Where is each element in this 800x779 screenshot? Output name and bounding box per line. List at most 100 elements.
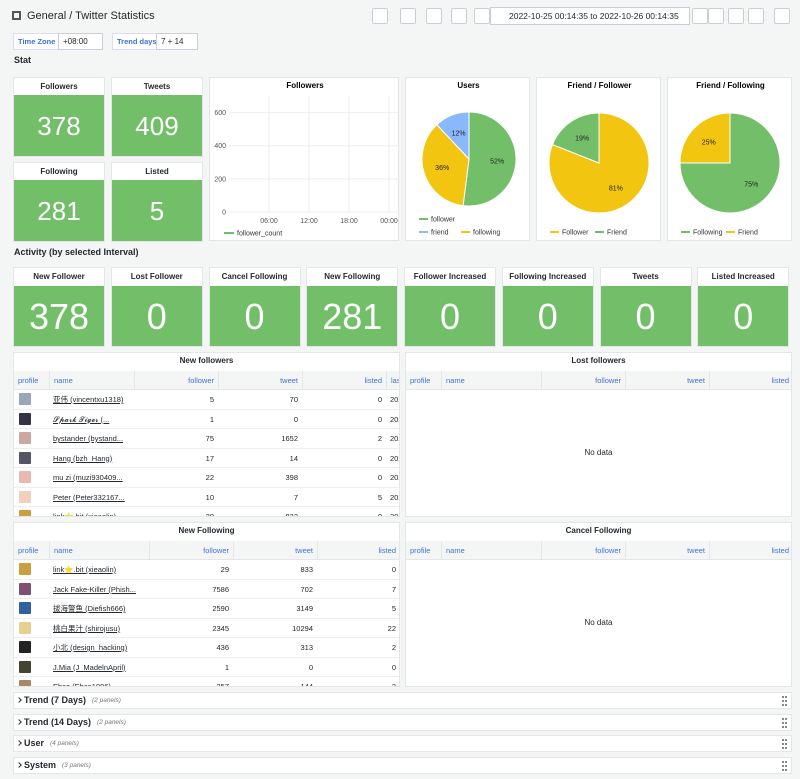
row-title[interactable]: Stat [14,55,31,65]
stat-value: 0 [601,286,691,347]
table-cell[interactable]: 亚伟 (vincentxu1318) [49,390,134,409]
collapsed-row[interactable]: Trend (14 Days)(2 panels) [13,714,792,731]
table-cell: 22 [134,468,218,487]
column-header[interactable]: profile [14,541,49,560]
column-header[interactable]: tweet [625,371,709,390]
column-header[interactable]: follower [149,541,233,560]
table-row: 𝓢𝓹𝓪𝓻𝓴 𝓣𝓲𝓰𝓮𝓻 (...100202 [14,410,399,430]
column-header[interactable]: tweet [233,541,317,560]
drag-handle[interactable] [782,718,787,728]
collapsed-row[interactable]: Trend (7 Days)(2 panels) [13,692,792,709]
legend-label: Friend [738,230,758,237]
column-header[interactable]: listed [709,541,792,560]
column-header[interactable]: listed [709,371,792,390]
column-header[interactable]: profile [406,541,441,560]
column-header[interactable]: follower [134,371,218,390]
time-back[interactable] [474,8,490,24]
drag-handle[interactable] [782,696,787,706]
stat-panel: Following281 [13,162,105,242]
stat-background: 0 [405,286,495,347]
variable-label: Time Zone [13,33,60,50]
row-title[interactable]: Activity (by selected Interval) [14,247,139,257]
refresh[interactable] [728,8,744,24]
panel-add[interactable] [372,8,388,24]
table-cell[interactable]: 小北 (design_hacking) [49,638,149,657]
table-cell: 833 [233,560,317,579]
column-header[interactable]: profile [14,371,49,390]
slice-label: 19% [575,136,589,143]
table-row: 亚伟 (vincentxu1318)5700202 [14,390,399,410]
panel-title: New Following [307,268,397,286]
column-header[interactable]: name [49,371,134,390]
table-cell[interactable]: 拔海警鱼 (Diefish666) [49,599,149,618]
column-header[interactable]: profile [406,371,441,390]
settings[interactable] [451,8,467,24]
column-header[interactable]: tweet [218,371,302,390]
stat-value: 0 [698,286,788,347]
tv-mode[interactable] [774,8,790,24]
stat-value: 0 [210,286,300,347]
variable-select[interactable]: +08:00 [58,33,103,50]
panel-title: Cancel Following [406,526,791,535]
table-cell: 0 [218,410,302,429]
table-cell[interactable]: 𝓢𝓹𝓪𝓻𝓴 𝓣𝓲𝓰𝓮𝓻 (... [49,410,134,429]
table-row: 拔海警鱼 (Diefish666)259031495 [14,599,399,619]
column-header[interactable]: las [386,371,400,390]
stat-background: 0 [210,286,300,347]
avatar [19,680,31,687]
column-header[interactable]: listed [302,371,386,390]
chevron [16,697,22,703]
apps-icon[interactable] [12,11,21,20]
column-header[interactable]: name [441,541,541,560]
drag-handle[interactable] [782,761,787,771]
avatar [19,491,31,503]
avatar [19,622,31,634]
table-cell[interactable]: mu zi (muzi930409... [49,468,134,487]
x-tick-label: 12:00 [300,218,318,225]
time-picker[interactable]: 2022-10-25 00:14:35 to 2022-10-26 00:14:… [490,7,690,25]
column-header[interactable]: name [441,371,541,390]
panel-title: New Following [14,526,399,535]
x-tick-label: 18:00 [340,218,358,225]
table-cell[interactable]: 桃白果汁 (shirojusu) [49,619,149,638]
table-cell: 75 [134,429,218,448]
column-header[interactable]: name [49,541,149,560]
collapsed-row[interactable]: User(4 panels) [13,735,792,752]
avatar [19,510,31,517]
table-cell[interactable]: J.Mia (J_MadelnApril) [49,658,149,677]
x-tick-label: 00:00 [380,218,398,225]
stat-panel: Tweets0 [600,267,692,347]
zoom-out[interactable] [708,8,724,24]
collapsed-row[interactable]: System(3 panels) [13,757,792,774]
table-cell: 202 [386,410,400,429]
drag-handle[interactable] [782,739,787,749]
table-cell: 202 [386,429,400,448]
info[interactable] [426,8,442,24]
table-cell[interactable]: Jack Fake-Killer (Phish... [49,580,149,599]
column-header[interactable]: listed [317,541,400,560]
table-cell[interactable]: bystander (bystand... [49,429,134,448]
variable-select[interactable]: 7 + 14 [156,33,198,50]
column-header[interactable]: follower [541,371,625,390]
table-cell: 202 [386,449,400,468]
table-cell[interactable]: Peter (Peter332167... [49,488,134,507]
save[interactable] [400,8,416,24]
stat-background: 378 [14,95,104,157]
slice-label: 25% [702,139,716,146]
column-header[interactable]: follower [541,541,625,560]
refresh-interval[interactable] [748,8,764,24]
table-row: bystander (bystand...7516522202 [14,429,399,449]
time-forward[interactable] [692,8,708,24]
table-cell: 2 [302,429,386,448]
table-cell[interactable]: Hang (bzh_Hang) [49,449,134,468]
table-cell[interactable]: Ebco (Ebco1996) [49,677,149,687]
breadcrumb[interactable]: General / Twitter Statistics [27,10,155,22]
table-cell[interactable]: link⭐.bit (xieaolin) [49,560,149,579]
slice-label: 36% [435,165,449,172]
table-cell[interactable]: link⭐.bit (xieaolin) [49,507,134,517]
chevron [16,762,22,768]
column-header[interactable]: tweet [625,541,709,560]
legend-label: Following [693,230,723,237]
row-title: Trend (14 Days) [24,717,91,727]
